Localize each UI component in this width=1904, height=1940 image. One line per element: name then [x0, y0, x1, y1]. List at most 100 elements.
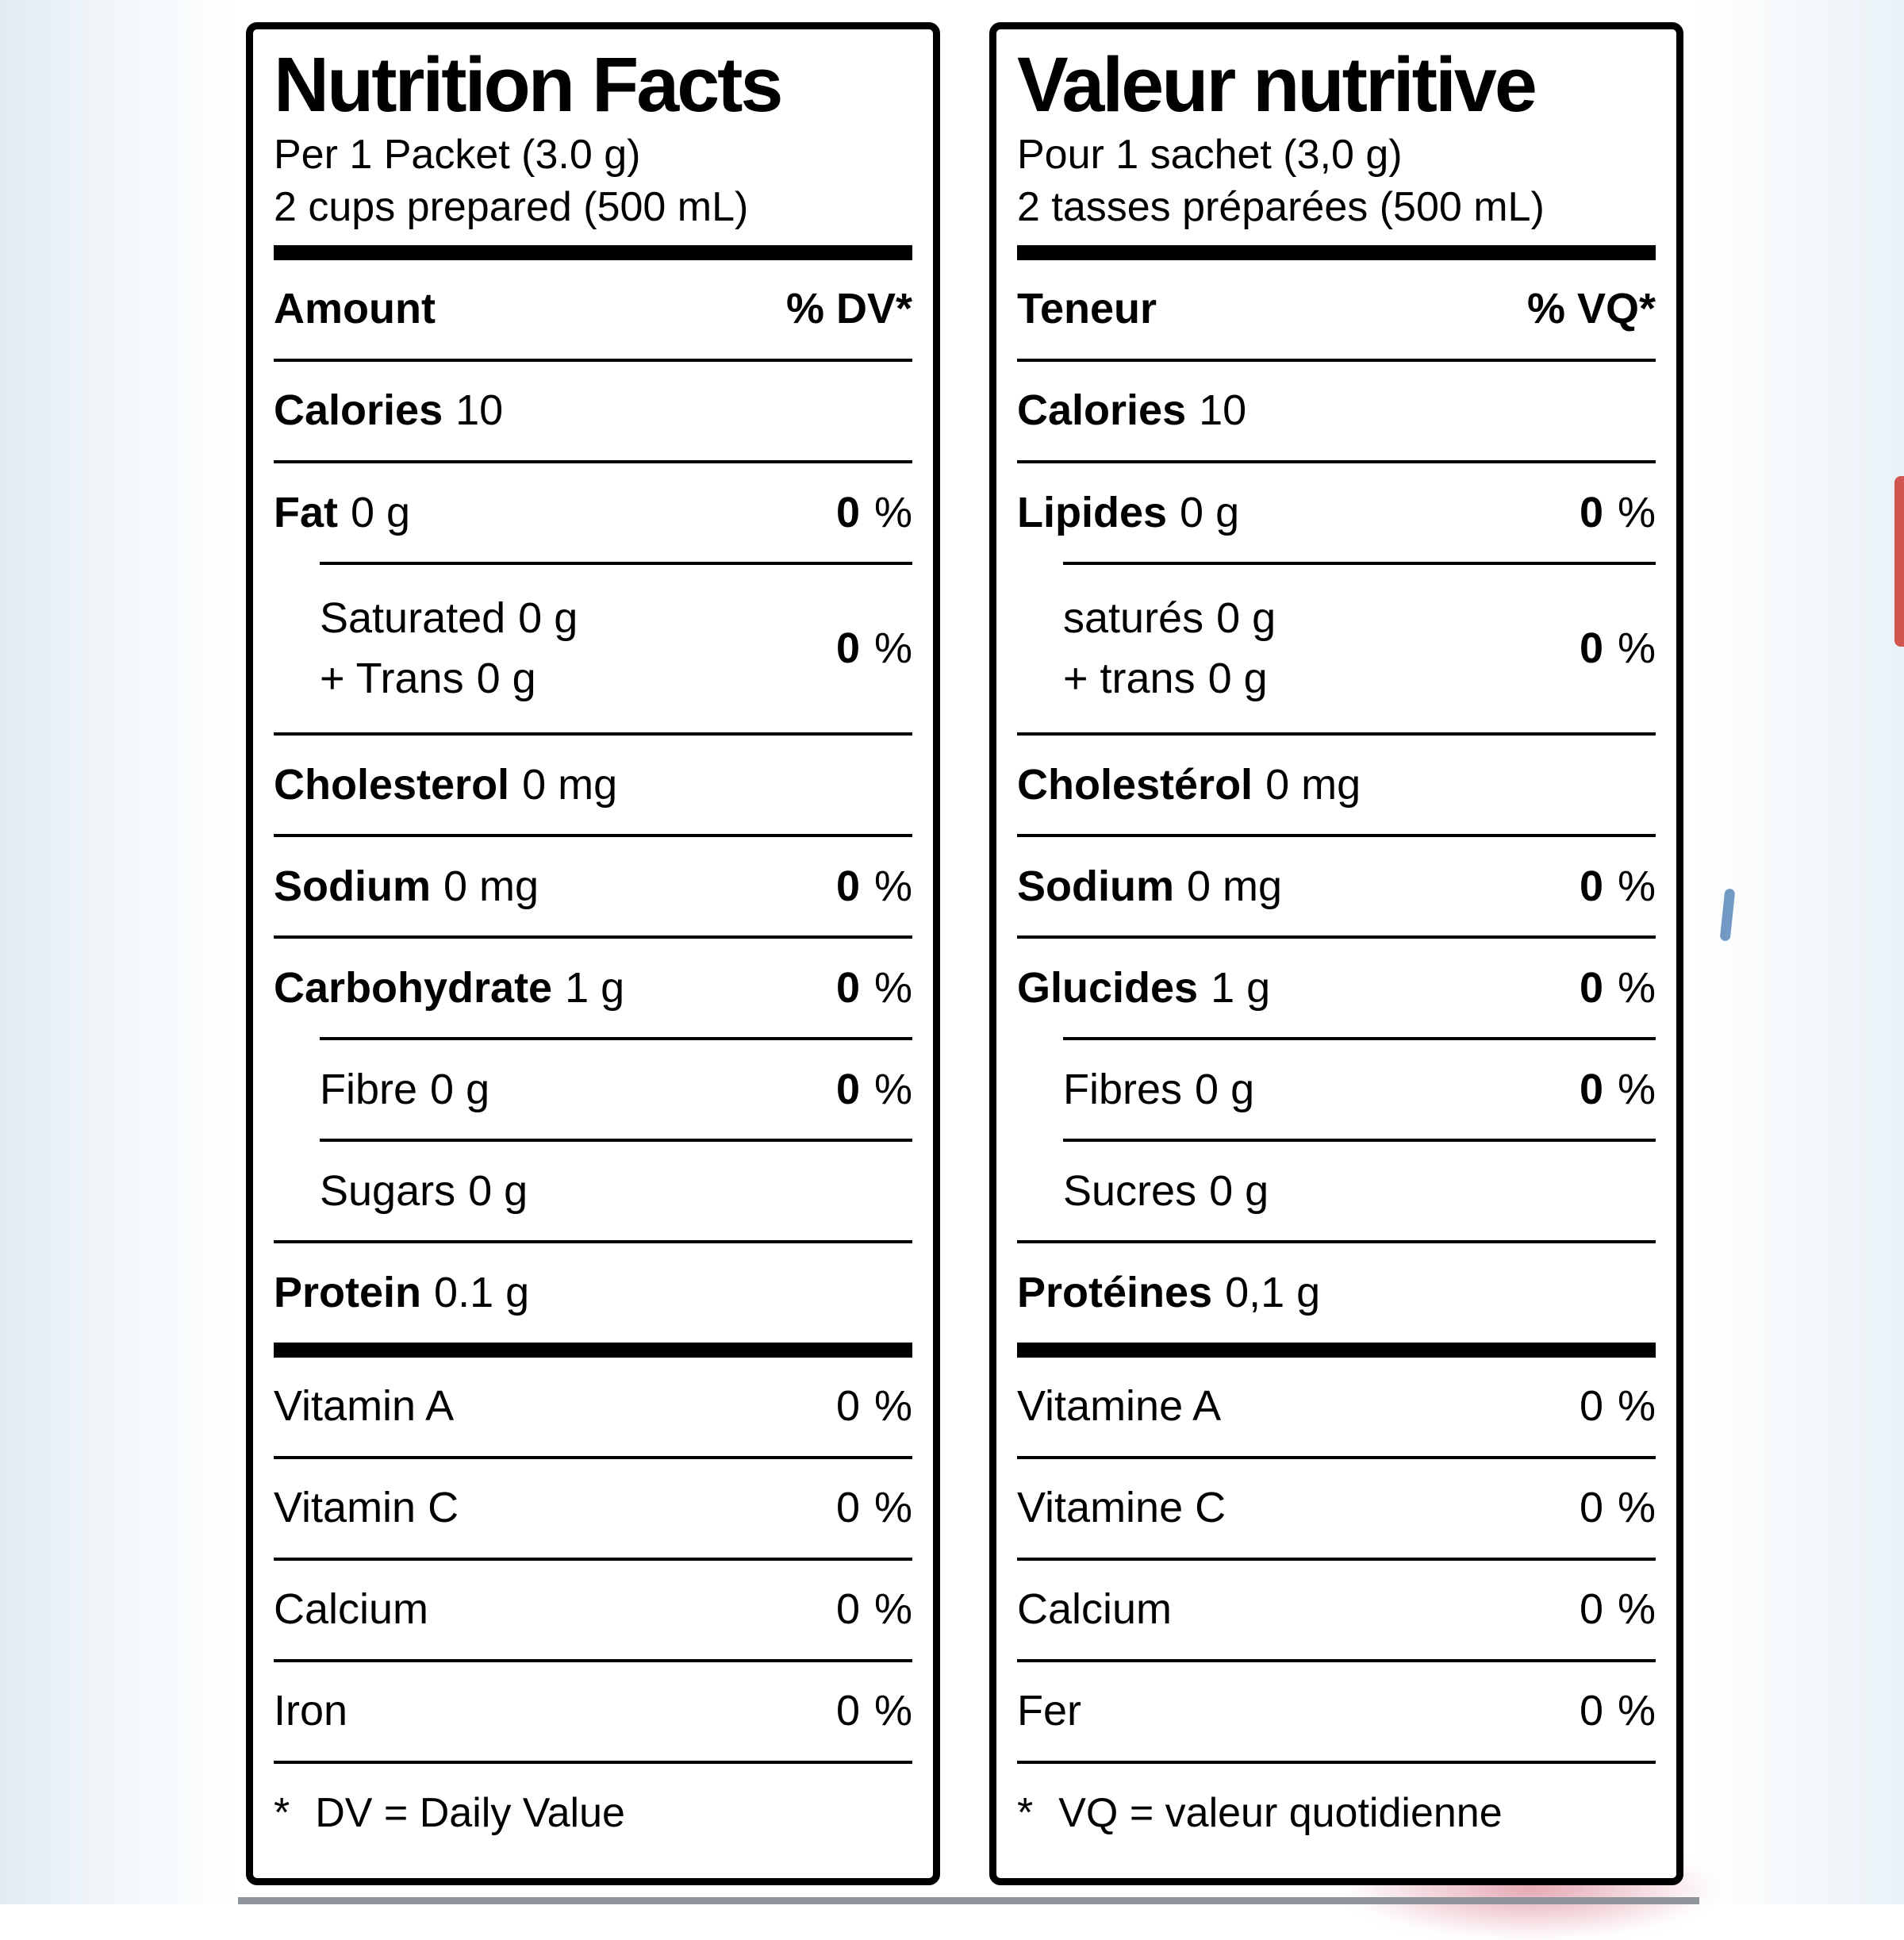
- nutrient-amount: 10: [455, 386, 504, 435]
- thin-rule: [1017, 935, 1656, 939]
- nutrition-facts-panel-fr: Valeur nutritive Pour 1 sachet (3,0 g) 2…: [989, 22, 1683, 1885]
- nutrient-row-calories: Calories 10: [274, 362, 912, 460]
- nutrition-facts-panel-en: Nutrition Facts Per 1 Packet (3.0 g) 2 c…: [246, 22, 940, 1885]
- footnote-asterisk: *: [274, 1789, 290, 1836]
- percent-sign: %: [873, 1585, 912, 1634]
- footnote-daily-value: * DV = Daily Value: [274, 1764, 912, 1862]
- nutrient-name: Sodium: [274, 862, 431, 910]
- nutrient-label: Calcium: [1017, 1584, 1172, 1635]
- thin-rule: [274, 1557, 912, 1561]
- nutrient-name: Protéines: [1017, 1269, 1213, 1317]
- percent-sign: %: [1617, 1585, 1656, 1634]
- nutrient-row-carbohydrate: Carbohydrate 1 g 0 %: [274, 939, 912, 1037]
- panel-title: Valeur nutritive: [1017, 41, 1537, 128]
- nutrient-amount: 0 g: [1180, 488, 1240, 536]
- nutrient-amount: 0.1 g: [434, 1269, 530, 1317]
- daily-value: 0 %: [1580, 861, 1656, 912]
- nutrient-name: Vitamin C: [274, 1484, 459, 1532]
- nutrient-row-calcium: Calcium 0 %: [1017, 1561, 1656, 1659]
- thin-rule: [274, 459, 912, 463]
- nutrient-row-carbohydrate: Glucides 1 g 0 %: [1017, 939, 1656, 1037]
- nutrient-name: Sucres: [1063, 1166, 1197, 1215]
- daily-value: 0 %: [836, 1381, 912, 1432]
- nutrient-label: Vitamin C: [274, 1482, 459, 1534]
- daily-value-number: 0: [835, 1687, 860, 1735]
- thin-rule: [274, 935, 912, 939]
- percent-sign: %: [873, 963, 912, 1012]
- nutrient-row-fat: Lipides 0 g 0 %: [1017, 463, 1656, 562]
- nutrient-name: Calories: [1017, 386, 1187, 435]
- nutrient-row-saturated-trans: Saturated 0 g + Trans 0 g 0 %: [274, 565, 912, 732]
- nutrient-name: Cholestérol: [1017, 760, 1253, 809]
- daily-value-number: 0: [835, 862, 860, 910]
- nutrient-row-vitamin-a: Vitamin A 0 %: [274, 1358, 912, 1456]
- daily-value-number: 0: [1579, 1382, 1603, 1431]
- column-header-row: Teneur % VQ*: [1017, 260, 1656, 359]
- nutrient-name: Calories: [274, 386, 443, 435]
- thin-rule-indented: [320, 1139, 912, 1143]
- nutrient-label: Sodium 0 mg: [1017, 861, 1282, 912]
- nutrient-amount: 0 g: [430, 1065, 490, 1113]
- percent-sign: %: [1617, 963, 1656, 1012]
- daily-value: 0 %: [1580, 962, 1656, 1014]
- trans-line: + trans 0 g: [1063, 653, 1268, 705]
- nutrient-amount: 0,1 g: [1225, 1269, 1321, 1317]
- amount-column-header: Amount: [274, 285, 436, 333]
- nutrient-amount: 0 mg: [443, 862, 539, 910]
- thin-rule: [1017, 358, 1656, 362]
- footnote-text: VQ = valeur quotidienne: [1058, 1789, 1503, 1836]
- daily-value: 0 %: [836, 1685, 912, 1737]
- footnote-text: DV = Daily Value: [315, 1789, 625, 1836]
- nutrient-name: Saturated: [320, 594, 506, 642]
- daily-value: 0 %: [836, 623, 912, 674]
- nutrient-name: + Trans: [320, 655, 464, 703]
- nutrient-row-iron: Fer 0 %: [1017, 1662, 1656, 1761]
- nutrient-row-fibre: Fibre 0 g 0 %: [274, 1040, 912, 1139]
- thin-rule: [274, 732, 912, 736]
- nutrient-amount: 0 g: [518, 594, 578, 642]
- percent-sign: %: [1617, 624, 1656, 673]
- daily-value: 0 %: [1580, 1064, 1656, 1116]
- daily-value-number: 0: [1579, 488, 1603, 536]
- daily-value-column-header: % VQ*: [1526, 285, 1656, 333]
- daily-value: 0 %: [1580, 1482, 1656, 1534]
- photo-bottom-edge: [238, 1897, 1699, 1904]
- thin-rule: [274, 1240, 912, 1244]
- daily-value: 0 %: [836, 861, 912, 912]
- thick-divider-bar: [1017, 244, 1656, 260]
- daily-value-number: 0: [835, 1065, 860, 1113]
- thin-rule: [1017, 732, 1656, 736]
- thin-rule: [274, 1455, 912, 1459]
- nutrient-row-sugars: Sucres 0 g: [1017, 1142, 1656, 1240]
- thin-rule-indented: [1063, 1139, 1656, 1143]
- percent-sign: %: [873, 1382, 912, 1431]
- nutrient-row-protein: Protéines 0,1 g: [1017, 1243, 1656, 1342]
- daily-value-number: 0: [835, 1382, 860, 1431]
- nutrient-row-sodium: Sodium 0 mg 0 %: [274, 837, 912, 935]
- nutrient-row-vitamin-c: Vitamin C 0 %: [274, 1459, 912, 1558]
- nutrient-label: Saturated 0 g + Trans 0 g: [274, 593, 578, 705]
- nutrient-label: Vitamine A: [1017, 1381, 1221, 1432]
- thick-divider-bar: [274, 244, 912, 260]
- thin-rule: [274, 1760, 912, 1764]
- thick-divider-bar: [274, 1342, 912, 1358]
- bilingual-nutrition-label: Nutrition Facts Per 1 Packet (3.0 g) 2 c…: [246, 22, 1683, 1885]
- percent-sign: %: [873, 488, 912, 536]
- nutrient-name: Vitamine C: [1017, 1484, 1226, 1532]
- nutrient-amount: 0 g: [1216, 594, 1276, 642]
- nutrient-name: saturés: [1063, 594, 1204, 642]
- daily-value-column-header: % DV*: [785, 285, 912, 333]
- nutrient-name: Fibres: [1063, 1065, 1183, 1113]
- nutrient-name: Calcium: [1017, 1585, 1173, 1634]
- photo-background-right: [1691, 0, 1904, 1904]
- nutrient-label: Glucides 1 g: [1017, 962, 1270, 1014]
- daily-value-number: 0: [1579, 1065, 1603, 1113]
- percent-sign: %: [873, 1484, 912, 1532]
- nutrient-row-vitamin-a: Vitamine A 0 %: [1017, 1358, 1656, 1456]
- daily-value: 0 %: [1580, 1685, 1656, 1737]
- nutrient-name: Fibre: [320, 1065, 418, 1113]
- nutrient-name: Fer: [1017, 1687, 1081, 1735]
- nutrient-label: Fer: [1017, 1685, 1081, 1737]
- nutrient-amount: 0 g: [1195, 1065, 1255, 1113]
- daily-value: 0 %: [1580, 487, 1656, 539]
